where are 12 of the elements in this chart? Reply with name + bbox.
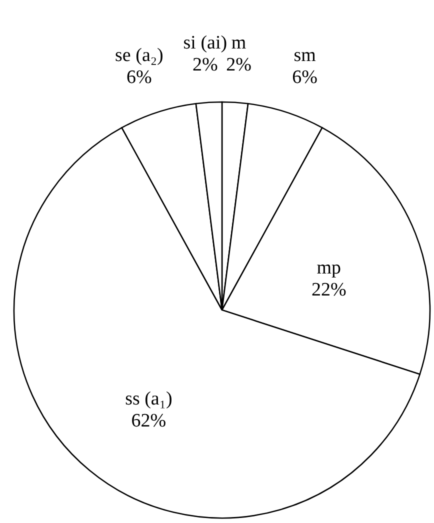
data-label: 6% [292, 67, 318, 88]
slice-label: mp [316, 258, 342, 279]
data-label: 22% [312, 280, 347, 301]
slice-label: m [231, 32, 246, 54]
slice-label: sm [294, 45, 316, 66]
slice-label: se (a₂) [115, 45, 164, 66]
slice-label: ss (a₁) [125, 388, 172, 410]
data-label: 6% [126, 67, 152, 88]
slice-label: si (ai) [183, 32, 228, 54]
data-label: 62% [131, 410, 166, 432]
data-label: 2% [226, 54, 252, 76]
data-label: 2% [192, 54, 218, 76]
